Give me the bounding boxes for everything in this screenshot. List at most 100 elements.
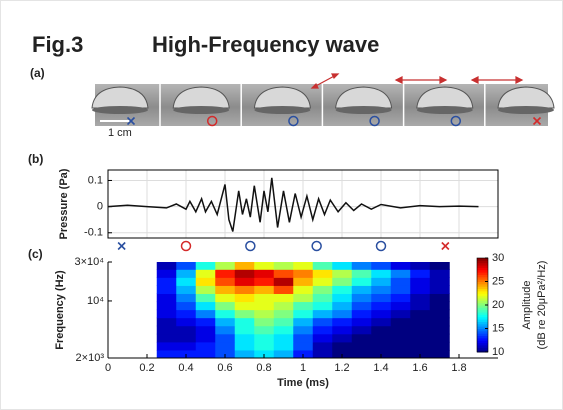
spectrogram-cell: [156, 349, 177, 359]
colorbar-step: [477, 333, 488, 337]
droplet: [91, 86, 149, 109]
spectrogram-cell: [195, 333, 216, 343]
image-strip: [91, 84, 555, 126]
spectrogram-cell: [254, 269, 275, 278]
spectrogram-cell: [273, 349, 294, 359]
spectrogram-cell: [156, 269, 177, 278]
spectrogram-cell: [312, 317, 333, 327]
spectrogram-cell: [215, 325, 236, 335]
spectrogram-cell: [176, 341, 197, 351]
spectrogram-cell: [234, 317, 255, 327]
spectrogram-cell: [429, 285, 450, 294]
spectrogram-cell: [176, 277, 197, 286]
spectrogram-cell: [215, 269, 236, 278]
y-tick-label: 0: [97, 201, 103, 213]
spectrogram-cell: [254, 309, 275, 319]
photo-background: [95, 84, 548, 126]
spectrogram-cell: [176, 317, 197, 327]
x-tick-label: 0.6: [217, 362, 232, 374]
motion-arrows: [310, 73, 524, 89]
colorbar-step: [477, 267, 488, 271]
spectrogram-cell: [351, 293, 372, 303]
x-tick-label: 1.8: [451, 362, 466, 374]
spectrogram-cell: [293, 301, 314, 311]
spectrogram-cell: [195, 349, 216, 359]
spectrogram-cell: [176, 325, 197, 335]
x-tick-label: 1.4: [373, 362, 388, 374]
spectrogram-cell: [410, 317, 431, 327]
colorbar-step: [477, 288, 488, 292]
spectrogram-cell: [234, 262, 255, 270]
colorbar-step: [477, 307, 488, 311]
spectrogram-cell: [215, 293, 236, 303]
spectrogram-cell: [273, 293, 294, 303]
spectrogram-cell: [273, 309, 294, 319]
spectrogram-cell: [273, 333, 294, 343]
spectrogram-cell: [371, 293, 392, 303]
spectrogram-cell: [234, 309, 255, 319]
x-tick-label: 0.4: [178, 362, 193, 374]
colorbar-step: [477, 340, 488, 344]
spectrogram-cell: [234, 269, 255, 278]
droplet-reflection: [498, 106, 554, 114]
spectrogram-cell: [293, 285, 314, 294]
spectrogram-cell: [351, 349, 372, 359]
spectrogram-cell: [371, 325, 392, 335]
marker-circle: [375, 240, 387, 252]
droplet: [335, 86, 393, 109]
marker-x: [117, 241, 126, 251]
spectrogram-cell: [351, 301, 372, 311]
spectrogram-cell: [312, 293, 333, 303]
droplet: [416, 86, 474, 109]
spectrogram-cell: [312, 301, 333, 311]
marker-stroke: [117, 241, 126, 251]
spectrogram-cell: [195, 341, 216, 351]
spectrogram-cell: [332, 293, 353, 303]
marker-circle: [288, 115, 299, 127]
spectrogram-cell: [390, 317, 411, 327]
spectrogram-cell: [234, 285, 255, 294]
colorbar-step: [477, 279, 488, 282]
colorbar-step: [477, 265, 488, 268]
colorbar-step: [477, 326, 488, 329]
spectrogram-cell: [234, 325, 255, 335]
scale-label: 1 cm: [108, 127, 132, 139]
spectrogram-cell: [254, 325, 275, 335]
spectrogram-cell: [429, 277, 450, 286]
spectrogram-cell: [293, 269, 314, 278]
spectrogram-cell: [371, 309, 392, 319]
marker-stroke: [441, 241, 450, 251]
colorbar-step: [477, 293, 488, 297]
spectrogram-cell: [234, 277, 255, 286]
colorbar-step: [477, 342, 488, 346]
spectrogram-cell: [390, 349, 411, 359]
spectrogram-cell: [312, 277, 333, 286]
spectrogram-cell: [254, 262, 275, 270]
spectrogram-cell: [312, 349, 333, 359]
spectrogram-cell: [195, 293, 216, 303]
droplet-reflection: [173, 106, 230, 114]
spectrogram-cell: [176, 309, 197, 319]
spectrogram-cell: [312, 341, 333, 351]
x-tick-label: 1.6: [412, 362, 427, 374]
spectrogram-cell: [254, 277, 275, 286]
colorbar-tick-label: 10: [492, 346, 504, 358]
spectrogram-cell: [410, 341, 431, 351]
spectrogram-cell: [254, 293, 275, 303]
spectrogram-cell: [429, 341, 450, 351]
spectrogram-cell: [254, 301, 275, 311]
colorbar-label: (dB re 20μPa²/Hz): [536, 261, 548, 350]
spectrogram-cell: [390, 262, 411, 270]
spectrogram-cell: [195, 285, 216, 294]
spectrogram-cell: [410, 285, 431, 294]
spectrogram-cell: [351, 333, 372, 343]
spectrogram-cell: [293, 325, 314, 335]
spectrogram-cell: [273, 325, 294, 335]
colorbar-step: [477, 349, 488, 353]
spectrogram-cell: [293, 277, 314, 286]
spectrogram-cell: [156, 309, 177, 319]
droplet: [253, 86, 311, 109]
spectrogram-cell: [410, 277, 431, 286]
colorbar-step: [477, 295, 488, 299]
colorbar-step: [477, 344, 488, 348]
